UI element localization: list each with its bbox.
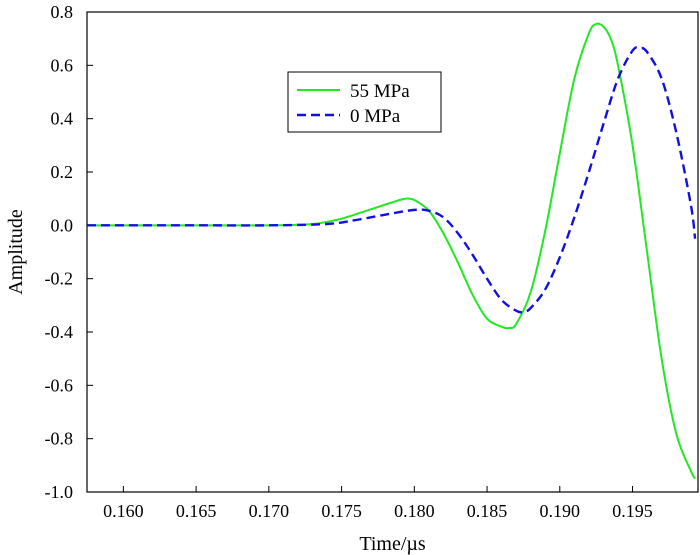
y-axis: 0.8 0.6 0.4 0.2 0.0 -0.2 -0.4 -0.6 -0.8 -1.0 <box>45 2 93 502</box>
x-tick-label: 0.190 <box>540 501 581 521</box>
x-tick-label: 0.185 <box>467 501 508 521</box>
series-line-55-mpa <box>86 22 696 480</box>
y-tick-label: -0.6 <box>45 375 74 395</box>
x-axis: 0.160 0.165 0.170 0.175 0.180 0.185 0.190 0.195 <box>103 486 653 521</box>
x-tick-label: 0.175 <box>321 501 362 521</box>
y-tick-label: 0.0 <box>51 215 74 235</box>
x-tick-label: 0.165 <box>176 501 217 521</box>
y-tick-label: -1.0 <box>45 482 74 502</box>
plot-frame-group <box>86 11 699 493</box>
x-tick-label: 0.170 <box>249 501 290 521</box>
series-group <box>86 22 697 480</box>
x-tick-label: 0.195 <box>612 501 653 521</box>
y-tick-label: 0.2 <box>51 162 74 182</box>
legend-label-0-mpa: 0 MPa <box>350 106 401 127</box>
y-tick-label: 0.4 <box>51 109 74 129</box>
y-tick-label: 0.8 <box>51 2 74 22</box>
x-tick-label: 0.160 <box>103 501 144 521</box>
x-tick-label: 0.180 <box>394 501 435 521</box>
x-axis-label: Time/µs <box>359 533 426 555</box>
y-axis-label: Amplitude <box>5 209 27 295</box>
plot-frame <box>86 11 699 493</box>
y-tick-label: 0.6 <box>51 55 74 75</box>
series-line-0-mpa <box>86 46 697 314</box>
y-tick-label: -0.4 <box>45 322 74 342</box>
y-tick-label: -0.2 <box>45 269 74 289</box>
legend: 55 MPa 0 MPa <box>287 71 442 133</box>
legend-box <box>287 71 442 133</box>
legend-label-55-mpa: 55 MPa <box>350 81 410 102</box>
y-tick-label: -0.8 <box>45 429 74 449</box>
